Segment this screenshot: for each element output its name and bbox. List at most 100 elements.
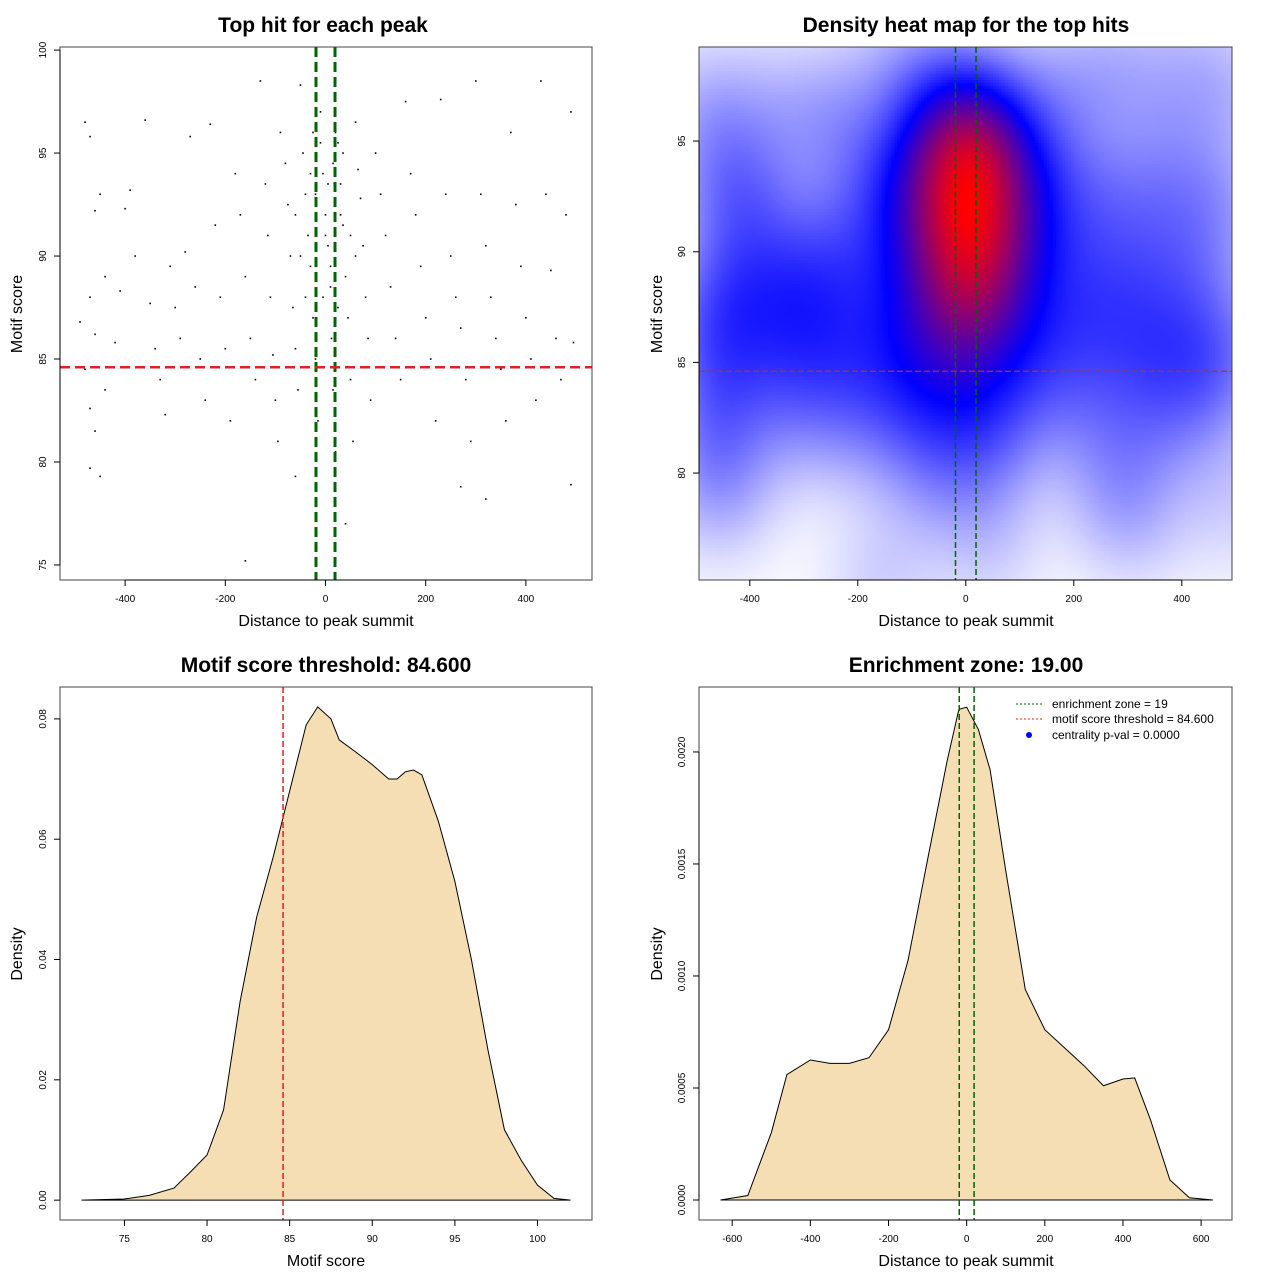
data-point xyxy=(329,286,332,288)
panel-3: 75 80 85 90 95 100 0.00 0.02 0.04 0.06 0.08 xyxy=(38,686,593,1245)
data-point xyxy=(409,172,412,175)
data-point xyxy=(322,296,324,299)
data-point xyxy=(389,286,392,288)
legend-enrichment-zone: enrichment zone = 19 xyxy=(1052,697,1168,711)
x-tick-label: 0 xyxy=(323,594,329,605)
data-point xyxy=(429,358,432,360)
data-point xyxy=(244,560,247,562)
data-point xyxy=(94,430,96,432)
data-point xyxy=(297,389,299,391)
y-tick-label: 90 xyxy=(677,246,688,258)
data-point xyxy=(179,337,182,340)
data-point xyxy=(344,275,347,278)
data-point xyxy=(485,244,487,247)
data-point xyxy=(319,111,322,113)
x-tick-label: 80 xyxy=(201,1234,213,1245)
data-point xyxy=(254,378,257,381)
y-tick-label: 85 xyxy=(38,353,49,365)
y-tick-label: 90 xyxy=(38,250,49,262)
data-point xyxy=(347,317,349,319)
data-point xyxy=(302,152,304,154)
data-point xyxy=(154,347,156,350)
x-tick-label: 400 xyxy=(1173,594,1190,605)
data-point xyxy=(572,341,575,344)
data-point xyxy=(199,358,202,360)
data-point xyxy=(352,440,354,443)
data-point xyxy=(510,131,512,134)
panel4-xlabel: Distance to peak summit xyxy=(878,1253,1054,1270)
data-point xyxy=(362,244,364,247)
data-point xyxy=(312,317,314,319)
y-tick-label: 80 xyxy=(677,467,688,479)
data-point xyxy=(495,337,497,340)
x-tick-label: -400 xyxy=(800,1234,820,1245)
x-tick-label: 75 xyxy=(119,1234,131,1245)
x-tick-label: -400 xyxy=(740,594,760,605)
data-point xyxy=(249,337,252,340)
data-point xyxy=(289,255,292,257)
data-point xyxy=(505,420,507,422)
y-tick-label: 0.0020 xyxy=(677,736,688,767)
data-point xyxy=(545,193,547,196)
data-point xyxy=(204,399,207,402)
data-point xyxy=(164,413,166,416)
data-point xyxy=(299,255,302,257)
y-tick-label: 95 xyxy=(677,135,688,147)
x-tick-label: 200 xyxy=(1065,594,1082,605)
x-tick-label: 90 xyxy=(367,1234,379,1245)
data-point xyxy=(334,450,337,453)
data-point xyxy=(129,189,131,191)
data-point xyxy=(550,269,552,272)
x-tick-label: 100 xyxy=(529,1234,546,1245)
data-point xyxy=(500,368,502,371)
data-point xyxy=(294,475,297,478)
data-point xyxy=(332,389,334,391)
y-tick-label: 95 xyxy=(38,147,49,159)
data-point xyxy=(369,399,372,402)
data-point xyxy=(327,244,329,247)
x-tick-label: -200 xyxy=(848,594,868,605)
data-point xyxy=(520,265,522,268)
data-point xyxy=(99,475,101,478)
data-point xyxy=(344,522,347,525)
data-point xyxy=(184,251,187,253)
data-point xyxy=(169,265,172,268)
data-point xyxy=(349,378,352,381)
data-point xyxy=(269,296,272,299)
data-point xyxy=(264,183,267,185)
data-point xyxy=(367,337,369,340)
data-point xyxy=(464,378,467,381)
x-tick-label: 200 xyxy=(417,594,434,605)
data-point xyxy=(294,347,297,350)
data-point xyxy=(419,265,422,268)
x-tick-label: 400 xyxy=(518,594,535,605)
density-curve xyxy=(720,706,1213,1201)
data-point xyxy=(312,131,314,134)
data-point xyxy=(449,255,452,257)
data-point xyxy=(479,193,482,196)
data-point xyxy=(394,337,397,340)
data-point xyxy=(354,121,357,123)
data-point xyxy=(384,234,387,237)
data-point xyxy=(304,296,307,299)
x-tick-label: 0 xyxy=(964,1234,970,1245)
data-point xyxy=(560,378,562,381)
x-tick-label: 0 xyxy=(963,594,969,605)
data-point xyxy=(234,172,237,175)
data-point xyxy=(314,193,317,196)
data-point xyxy=(334,131,337,134)
data-point xyxy=(485,498,487,500)
panel2-ylabel: Motif score xyxy=(649,275,666,353)
data-point xyxy=(304,193,307,196)
data-point xyxy=(219,296,222,299)
data-point xyxy=(565,214,567,216)
data-point xyxy=(332,162,334,165)
x-tick-label: -200 xyxy=(879,1234,899,1245)
data-point xyxy=(189,135,192,138)
panel1-ylabel: Motif score xyxy=(9,275,26,353)
y-tick-label: 0.0000 xyxy=(677,1184,688,1215)
y-tick-label: 0.00 xyxy=(38,1190,49,1210)
x-tick-label: 85 xyxy=(284,1234,296,1245)
data-point xyxy=(284,162,287,165)
